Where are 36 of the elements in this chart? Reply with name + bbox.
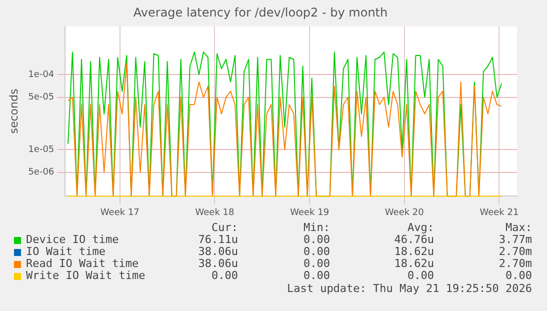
x-tick-label: Week 19 [290, 208, 330, 218]
y-tick-label: 5e-05 [28, 92, 54, 103]
y-tick-label: 1e-05 [28, 145, 54, 156]
y-tick-label: 1e-04 [28, 70, 54, 80]
legend-label: IO Wait time [26, 245, 106, 258]
x-tick-label: Week 20 [384, 208, 424, 218]
text: Cur: [212, 221, 238, 234]
text: 38.06u [198, 257, 238, 270]
text: 2.70m [498, 245, 532, 258]
x-tick-label: Week 18 [195, 208, 234, 218]
x-tick-label: Week 21 [480, 208, 519, 218]
legend-label: Read IO Wait time [26, 257, 139, 270]
text: 0.00 [304, 233, 330, 246]
text: 18.62u [394, 257, 434, 270]
y-axis-title: seconds [7, 88, 20, 134]
text: 38.06u [198, 245, 238, 258]
text: 3.77m [498, 233, 532, 246]
text: 76.11u [198, 233, 238, 246]
text: 0.00 [408, 269, 434, 282]
text: 2.70m [498, 257, 532, 270]
legend-label: Write IO Wait time [26, 269, 146, 282]
text: Min: [304, 221, 330, 234]
chart-title: Average latency for /dev/loop2 - by month [133, 5, 388, 20]
text: 0.00 [304, 245, 330, 258]
x-tick-label: Week 17 [100, 208, 140, 218]
text: Last update: Thu May 21 19:25:50 2026 [286, 282, 532, 295]
text: Max: [506, 221, 532, 234]
text: 46.76u [394, 233, 434, 246]
text: 0.00 [506, 269, 532, 282]
legend-label: Device IO time [26, 233, 119, 246]
text: 0.00 [212, 269, 238, 282]
text: 18.62u [394, 245, 434, 258]
text: 0.00 [304, 269, 330, 282]
y-tick-label: 5e-06 [28, 168, 54, 178]
text: Avg: [408, 221, 434, 234]
text: 0.00 [304, 257, 330, 270]
